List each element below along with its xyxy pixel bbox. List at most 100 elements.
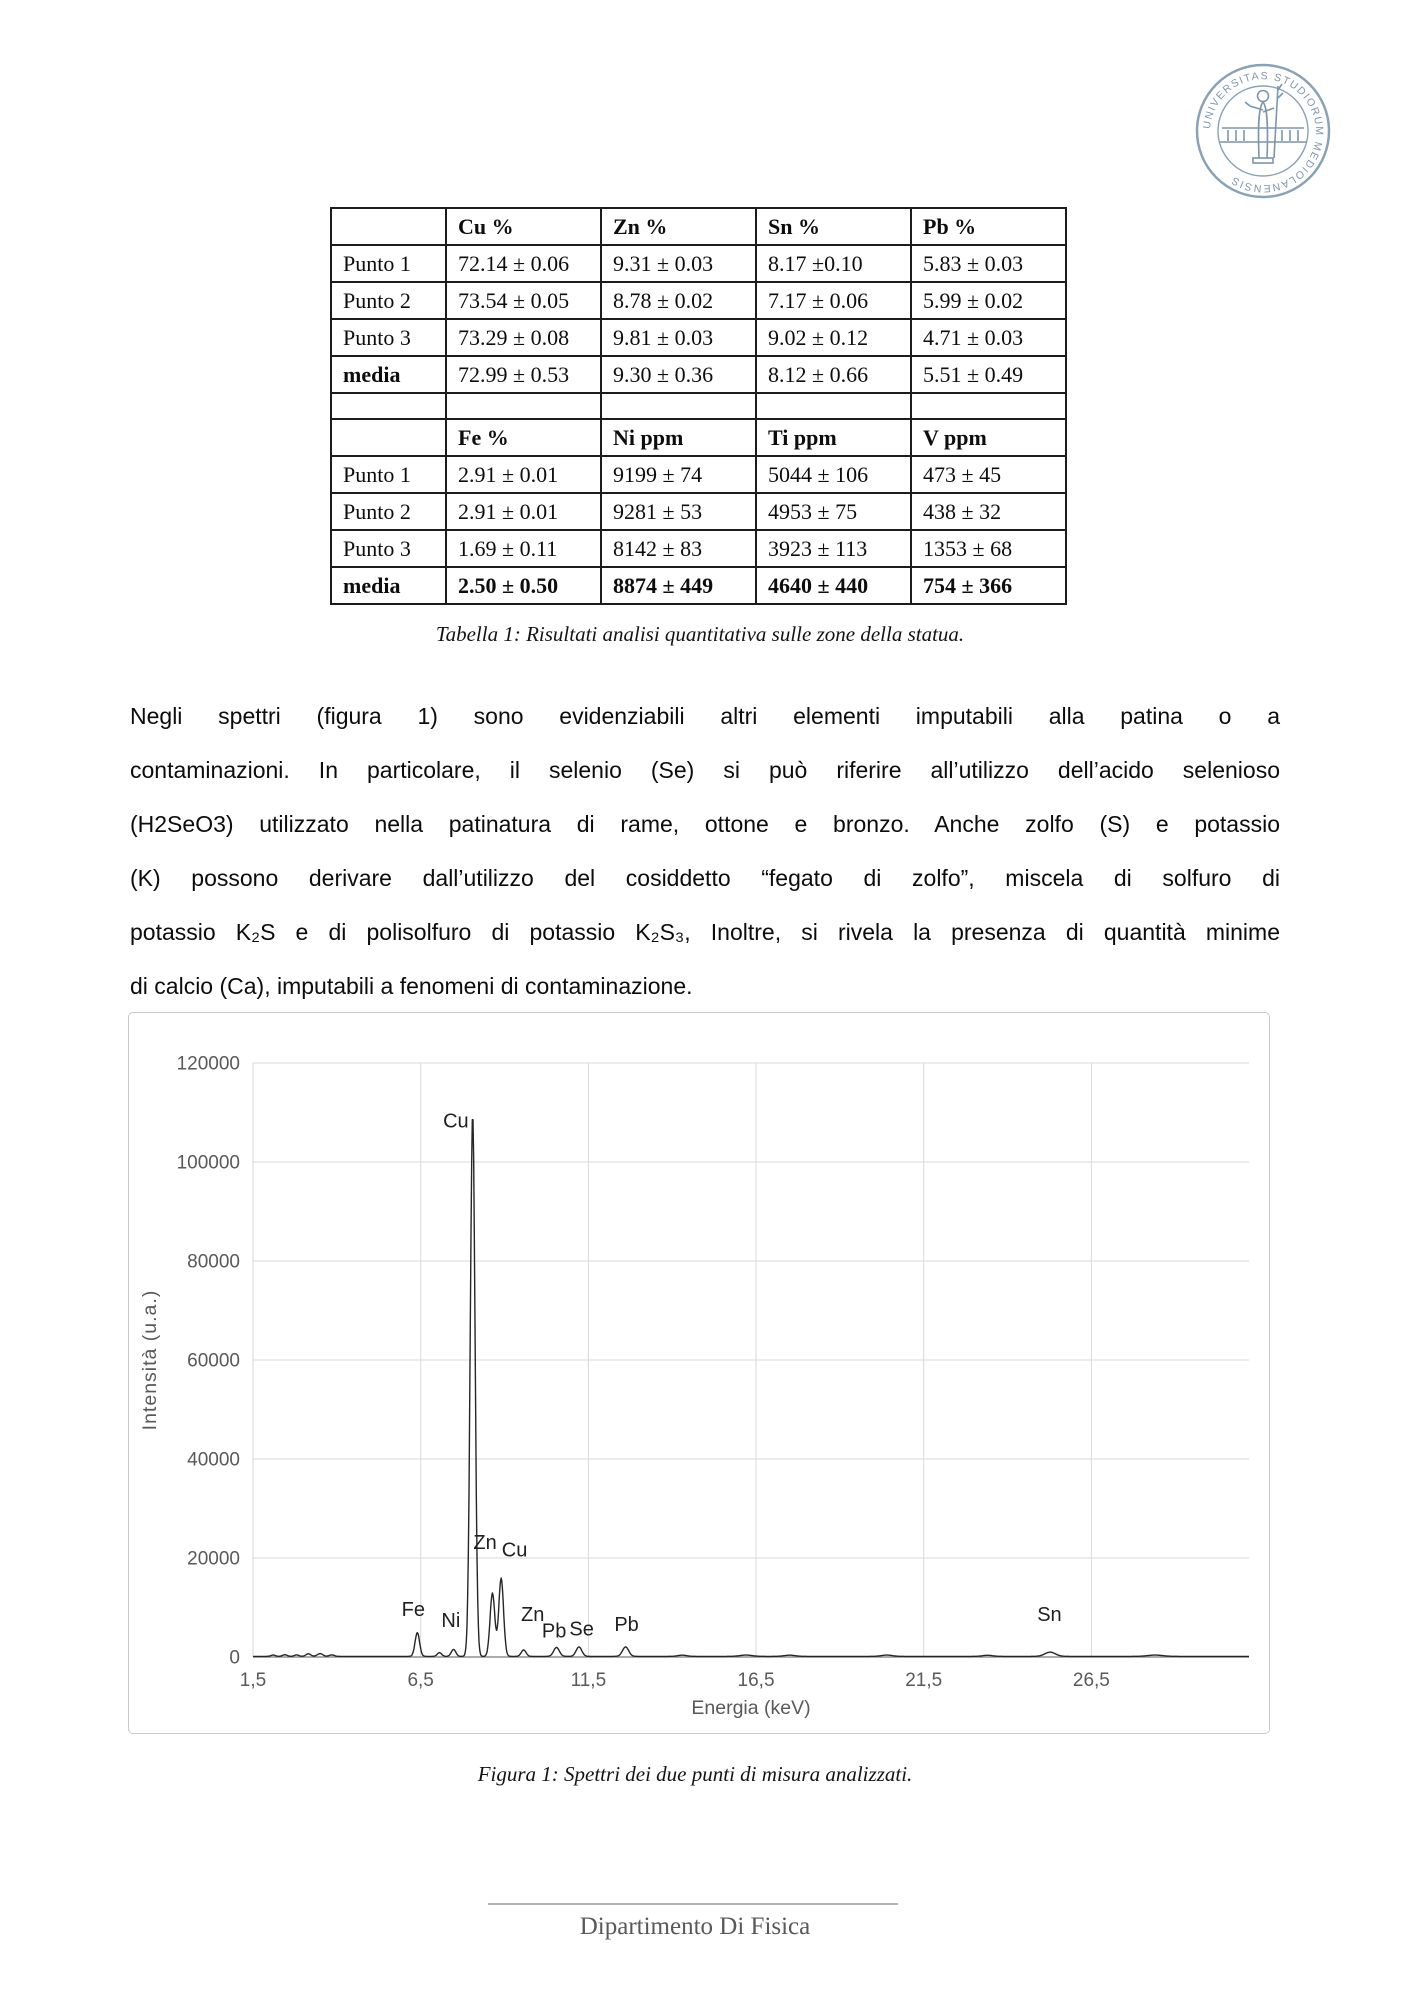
table-cell: 73.54 ± 0.05 <box>445 281 602 320</box>
table-cell: 438 ± 32 <box>910 492 1067 531</box>
table-spacer-cell <box>600 392 757 420</box>
y-tick-label: 40000 <box>187 1450 240 1471</box>
table-cell: 4.71 ± 0.03 <box>910 318 1067 357</box>
table-cell: 5044 ± 106 <box>755 455 912 494</box>
table-row-label: Punto 1 <box>330 244 447 283</box>
table-cell: 8.78 ± 0.02 <box>600 281 757 320</box>
table-cell: 2.91 ± 0.01 <box>445 455 602 494</box>
peak-element-label: Zn <box>521 1604 544 1626</box>
table-header-row: Fe % Ni ppm Ti ppm V ppm <box>330 418 1067 457</box>
table-row-label: Punto 3 <box>330 318 447 357</box>
table-row: Punto 1 72.14 ± 0.06 9.31 ± 0.03 8.17 ±0.10… <box>330 244 1067 283</box>
table-row: Punto 3 1.69 ± 0.11 8142 ± 83 3923 ± 113 135… <box>330 529 1067 568</box>
x-tick-label: 6,5 <box>407 1670 433 1691</box>
table-row: media 72.99 ± 0.53 9.30 ± 0.36 8.12 ± 0.66 5… <box>330 355 1067 394</box>
table-cell: 9281 ± 53 <box>600 492 757 531</box>
table-cell: 4640 ± 440 <box>755 566 912 605</box>
table-caption: Tabella 1: Risultati analisi quantitativ… <box>435 622 965 646</box>
table-cell: 473 ± 45 <box>910 455 1067 494</box>
y-tick-label: 60000 <box>187 1351 240 1372</box>
peak-element-label: Cu <box>502 1540 528 1562</box>
paragraph-line: (H2SeO3) utilizzato nella patinatura di … <box>130 811 1280 837</box>
table-spacer-cell <box>755 392 912 420</box>
table-cell: 9.02 ± 0.12 <box>755 318 912 357</box>
x-tick-label: 21,5 <box>905 1670 942 1691</box>
table-header-cell: Ti ppm <box>755 418 912 457</box>
peak-element-label: Zn <box>473 1532 496 1554</box>
table-spacer-cell <box>910 392 1067 420</box>
footer-text: Dipartimento Di Fisica <box>579 1913 811 1940</box>
figure-caption: Figura 1: Spettri dei due punti di misur… <box>477 1762 913 1786</box>
y-tick-label: 0 <box>229 1648 240 1669</box>
table-header-row: Cu % Zn % Sn % Pb % <box>330 207 1067 246</box>
footer-divider <box>488 1903 898 1905</box>
spectrum-chart: 0 20000 40000 60000 80000 100000 120000 1,5 6,5 1… <box>128 1012 1270 1734</box>
table-cell: 8.12 ± 0.66 <box>755 355 912 394</box>
table-cell: 1353 ± 68 <box>910 529 1067 568</box>
x-tick-label: 16,5 <box>738 1670 775 1691</box>
table-header-cell: Ni ppm <box>600 418 757 457</box>
table-header-cell: Pb % <box>910 207 1067 246</box>
table-row: Punto 2 2.91 ± 0.01 9281 ± 53 4953 ± 75 438 … <box>330 492 1067 531</box>
table-row: Punto 3 73.29 ± 0.08 9.81 ± 0.03 9.02 ± 0.1… <box>330 318 1067 357</box>
table-header-cell: Zn % <box>600 207 757 246</box>
peak-element-label: Pb <box>614 1614 638 1636</box>
table-row-label: media <box>330 566 447 605</box>
table-row-label: Punto 2 <box>330 281 447 320</box>
x-tick-label: 26,5 <box>1073 1670 1110 1691</box>
table-header-cell <box>330 418 447 457</box>
x-axis-tick-labels: 1,5 6,5 11,5 16,5 21,5 26,5 <box>240 1670 1110 1691</box>
table-cell: 8874 ± 449 <box>600 566 757 605</box>
table-cell: 1.69 ± 0.11 <box>445 529 602 568</box>
paragraph-line: (K) possono derivare dall’utilizzo del c… <box>130 865 1280 891</box>
table-cell: 2.91 ± 0.01 <box>445 492 602 531</box>
y-tick-label: 120000 <box>177 1054 240 1075</box>
x-axis-title: Energia (keV) <box>691 1697 810 1719</box>
results-table-wrapper: Cu % Zn % Sn % Pb % Punto 1 72.14 ± 0.06 9.31 … <box>330 207 1067 605</box>
x-tick-label: 1,5 <box>240 1670 266 1691</box>
table-row: Punto 2 73.54 ± 0.05 8.78 ± 0.02 7.17 ± 0.0… <box>330 281 1067 320</box>
table-header-cell: Fe % <box>445 418 602 457</box>
y-tick-label: 80000 <box>187 1252 240 1273</box>
table-cell: 9.31 ± 0.03 <box>600 244 757 283</box>
y-tick-label: 20000 <box>187 1549 240 1570</box>
paragraph-line: di calcio (Ca), imputabili a fenomeni di… <box>130 973 693 999</box>
table-cell: 5.83 ± 0.03 <box>910 244 1067 283</box>
peak-element-label: Se <box>569 1619 593 1641</box>
table-header-cell: Cu % <box>445 207 602 246</box>
university-seal-logo: UNIVERSITAS STUDIORUM MEDIOLANENSIS <box>1195 63 1331 199</box>
table-row-label: Punto 1 <box>330 455 447 494</box>
paragraph-line: potassio K₂S e di polisolfuro di potassi… <box>130 919 1280 945</box>
table-spacer-cell <box>445 392 602 420</box>
table-row: media 2.50 ± 0.50 8874 ± 449 4640 ± 440 754 … <box>330 566 1067 605</box>
table-cell: 8142 ± 83 <box>600 529 757 568</box>
peak-element-label: Sn <box>1037 1604 1061 1626</box>
paragraph-line: contaminazioni. In particolare, il selen… <box>130 757 1280 783</box>
peak-element-label: Ni <box>441 1610 460 1632</box>
table-cell: 5.99 ± 0.02 <box>910 281 1067 320</box>
y-axis-tick-labels: 0 20000 40000 60000 80000 100000 120000 <box>177 1054 240 1669</box>
x-tick-label: 11,5 <box>571 1670 607 1691</box>
table-cell: 9.81 ± 0.03 <box>600 318 757 357</box>
spectrum-line <box>253 1119 1249 1658</box>
table-cell: 3923 ± 113 <box>755 529 912 568</box>
table-cell: 9.30 ± 0.36 <box>600 355 757 394</box>
table-cell: 5.51 ± 0.49 <box>910 355 1067 394</box>
results-table: Cu % Zn % Sn % Pb % Punto 1 72.14 ± 0.06 9.31 … <box>330 207 1067 605</box>
peak-element-label: Fe <box>402 1599 425 1621</box>
table-cell: 2.50 ± 0.50 <box>445 566 602 605</box>
chart-gridlines <box>252 1062 1249 1657</box>
seal-figure-minerva <box>1220 83 1306 164</box>
table-row-label: Punto 3 <box>330 529 447 568</box>
table-cell: 754 ± 366 <box>910 566 1067 605</box>
table-header-cell <box>330 207 447 246</box>
table-cell: 9199 ± 74 <box>600 455 757 494</box>
table-row: Punto 1 2.91 ± 0.01 9199 ± 74 5044 ± 106 473… <box>330 455 1067 494</box>
table-cell: 4953 ± 75 <box>755 492 912 531</box>
table-cell: 72.99 ± 0.53 <box>445 355 602 394</box>
table-row-label: media <box>330 355 447 394</box>
table-header-cell: Sn % <box>755 207 912 246</box>
